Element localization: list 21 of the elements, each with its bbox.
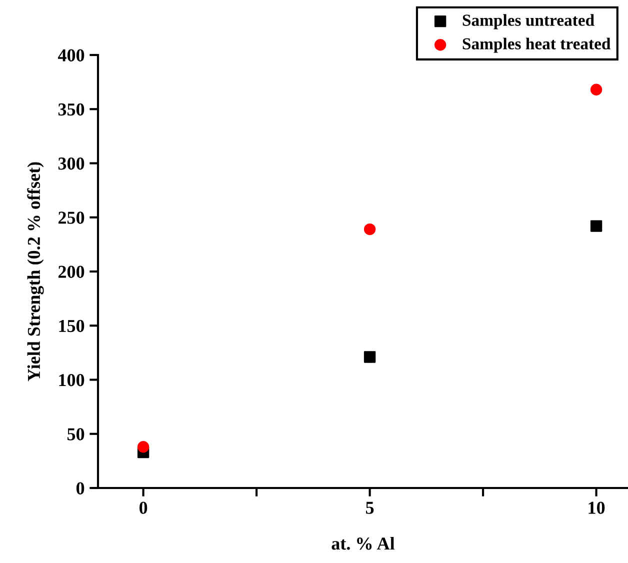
- y-axis-title: Yield Strength (0.2 % offset): [27, 162, 44, 382]
- y-tick-label: 100: [59, 374, 84, 386]
- x-tick-label: 0: [139, 502, 148, 514]
- point: [137, 441, 150, 453]
- x-tick-label: 5: [366, 502, 374, 514]
- y-tick-label: 300: [58, 158, 84, 170]
- y-tick-label: 200: [58, 266, 84, 278]
- legend-label: Samples untreated: [462, 14, 594, 30]
- y-tick-label: 350: [58, 103, 84, 116]
- y-tick-label: 250: [58, 212, 84, 224]
- point: [590, 84, 602, 96]
- point: [364, 223, 376, 236]
- legend-label: Samples heat treated: [462, 38, 611, 53]
- y-tick-label: 0: [76, 482, 84, 494]
- y-tick-label: 400: [58, 49, 84, 62]
- x-axis-title: at. % Al: [332, 537, 395, 550]
- y-tick-label: 150: [59, 320, 84, 332]
- y-tick-label: 50: [67, 428, 84, 440]
- x-tick-label: 10: [588, 502, 605, 514]
- point: [364, 351, 376, 363]
- point: [590, 220, 602, 232]
